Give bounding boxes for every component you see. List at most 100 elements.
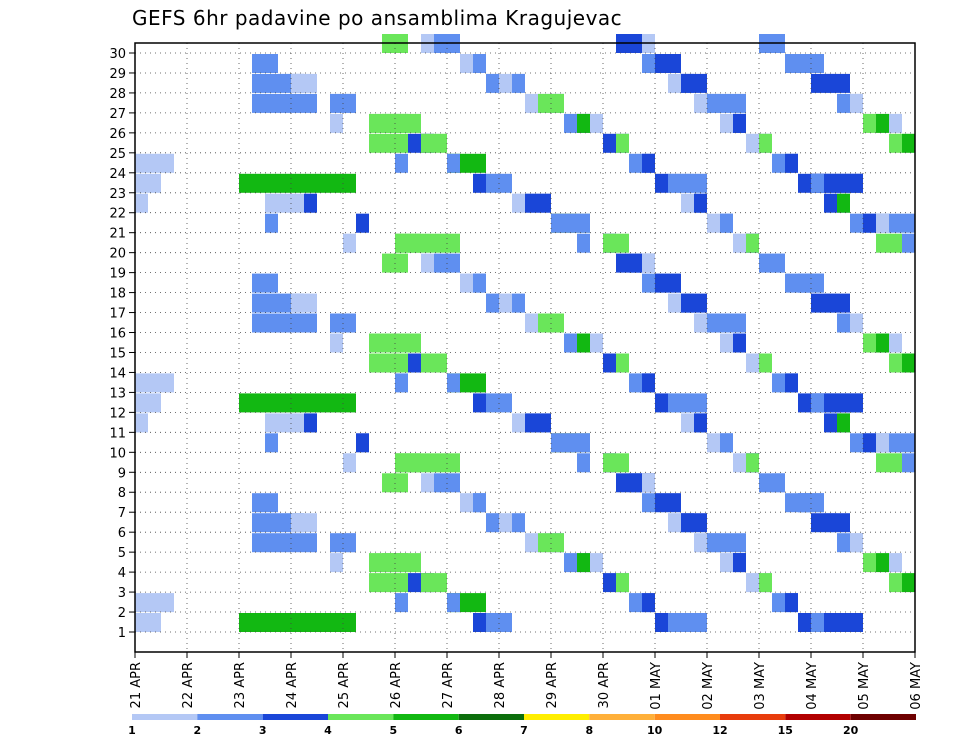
heatmap-cell — [616, 353, 629, 373]
heatmap-cell — [239, 173, 356, 193]
heatmap-cell — [668, 293, 681, 313]
heatmap-cell — [512, 73, 525, 93]
heatmap-cell — [499, 173, 512, 193]
heatmap-cell — [616, 573, 629, 593]
x-tick-label: 28 APR — [493, 662, 508, 708]
y-tick-label: 30 — [109, 47, 126, 62]
heatmap-cell — [538, 533, 564, 553]
x-tick-label: 29 APR — [545, 662, 560, 708]
heatmap-cell — [863, 553, 876, 573]
heatmap-cell — [720, 433, 733, 453]
heatmap-cell — [772, 473, 785, 493]
heatmap-cell — [369, 133, 408, 153]
y-tick-label: 9 — [118, 466, 126, 481]
heatmap-cell — [590, 333, 603, 353]
heatmap-cell — [811, 513, 824, 533]
heatmap-cell — [824, 293, 850, 313]
heatmap-cell — [837, 93, 850, 113]
heatmap-cell — [655, 54, 681, 73]
heatmap-cell — [499, 513, 512, 533]
heatmap-cell — [707, 213, 720, 233]
x-tick-label: 23 APR — [233, 662, 248, 708]
heatmap-cell — [330, 533, 356, 553]
x-tick-label: 05 MAY — [857, 662, 872, 710]
heatmap-cell — [824, 513, 850, 533]
heatmap-cell — [889, 333, 902, 353]
colorbar-label: 3 — [259, 724, 267, 737]
x-tick-label: 03 MAY — [753, 662, 768, 710]
y-tick-label: 11 — [109, 426, 126, 441]
colorbar-segment — [850, 714, 916, 720]
y-tick-label: 23 — [109, 187, 126, 202]
heatmap-cell — [655, 493, 681, 513]
heatmap-cell — [421, 573, 447, 593]
heatmap-cell — [291, 293, 317, 313]
heatmap-cell — [655, 173, 668, 193]
heatmap-cell — [759, 473, 772, 493]
heatmap-cell — [824, 413, 837, 433]
heatmap-cell — [343, 233, 356, 253]
colorbar-label: 4 — [324, 724, 332, 737]
y-tick-label: 7 — [118, 506, 126, 521]
heatmap-cell — [733, 553, 746, 573]
heatmap-cell — [902, 233, 915, 253]
heatmap-cell — [642, 273, 655, 293]
heatmap-cell — [811, 613, 824, 632]
x-tick-label: 25 APR — [337, 662, 352, 708]
heatmap-cell — [889, 553, 902, 573]
heatmap-cell — [707, 433, 720, 453]
colorbar-segment — [197, 714, 263, 720]
heatmap-cell — [603, 453, 629, 473]
heatmap-cell — [850, 313, 863, 333]
heatmap-cell — [902, 573, 915, 593]
y-tick-label: 3 — [118, 586, 126, 601]
heatmap-cell — [486, 293, 499, 313]
heatmap-cell — [707, 313, 746, 333]
colorbar-segment — [262, 714, 328, 720]
y-tick-label: 12 — [109, 406, 126, 421]
heatmap-cell — [577, 333, 590, 353]
y-tick-label: 25 — [109, 147, 126, 162]
heatmap-cell — [850, 93, 863, 113]
heatmap-cell — [694, 313, 707, 333]
heatmap-cell — [551, 213, 590, 233]
heatmap-cell — [421, 133, 447, 153]
heatmap-cell — [811, 73, 824, 93]
heatmap-cell — [447, 153, 460, 173]
heatmap-cell — [460, 273, 473, 293]
heatmap-cell — [785, 593, 798, 613]
heatmap-cell — [629, 473, 642, 493]
heatmap-cell — [395, 593, 408, 613]
heatmap-cell — [616, 133, 629, 153]
heatmap-cell — [902, 453, 915, 473]
heatmap-cell — [694, 413, 707, 433]
heatmap-cell — [356, 433, 369, 453]
heatmap-cell — [668, 513, 681, 533]
colorbar-segment — [132, 714, 198, 720]
heatmap-cell — [681, 413, 694, 433]
heatmap-cell — [135, 593, 174, 613]
heatmap-cell — [473, 613, 486, 632]
heatmap-cell — [837, 313, 850, 333]
heatmap-cell — [304, 413, 317, 433]
heatmap-cell — [577, 453, 590, 473]
heatmap-cell — [889, 573, 902, 593]
heatmap-cell — [655, 273, 681, 293]
heatmap-cell — [733, 113, 746, 133]
heatmap-cell — [720, 333, 733, 353]
y-tick-label: 8 — [118, 486, 126, 501]
heatmap-cell — [707, 93, 746, 113]
heatmap-cell — [369, 113, 408, 133]
heatmap-cell — [486, 613, 499, 632]
heatmap-cell — [369, 573, 408, 593]
heatmap-cell — [603, 573, 616, 593]
colorbar-label: 15 — [778, 724, 793, 737]
x-tick-label: 26 APR — [389, 662, 404, 708]
heatmap-cell — [668, 173, 707, 193]
heatmap-cell — [473, 393, 486, 413]
heatmap-cell — [447, 373, 460, 393]
heatmap-cell — [603, 233, 629, 253]
heatmap-cell — [473, 54, 486, 73]
heatmap-cell — [512, 513, 525, 533]
